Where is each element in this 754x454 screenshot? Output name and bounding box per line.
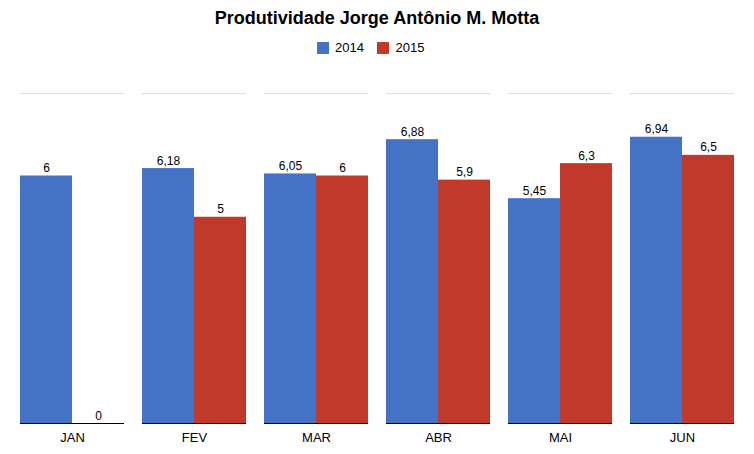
svg-text:6,18: 6,18 xyxy=(157,153,181,167)
svg-text:6,3: 6,3 xyxy=(578,148,595,162)
svg-text:5: 5 xyxy=(217,202,224,216)
svg-text:6: 6 xyxy=(339,161,346,175)
svg-text:0: 0 xyxy=(95,408,102,422)
html-text:Produtividade Jorge Antônio M.: Produtividade Jorge Antônio M. Motta xyxy=(214,8,540,28)
html-text:2014: 2014 xyxy=(335,40,364,55)
svg-text:6,88: 6,88 xyxy=(401,124,425,138)
svg-text:6,94: 6,94 xyxy=(645,122,669,136)
svg-text:MAR: MAR xyxy=(302,429,331,444)
svg-text:6,05: 6,05 xyxy=(279,158,303,172)
svg-text:6: 6 xyxy=(43,161,50,175)
svg-text:ABR: ABR xyxy=(425,429,452,444)
svg-text:6,5: 6,5 xyxy=(700,140,717,154)
svg-text:JAN: JAN xyxy=(60,429,85,444)
svg-text:5,9: 5,9 xyxy=(456,165,473,179)
svg-text:JUN: JUN xyxy=(670,429,695,444)
html-text:2015: 2015 xyxy=(395,40,425,55)
svg-text:MAI: MAI xyxy=(549,429,572,444)
svg-text:FEV: FEV xyxy=(182,429,208,444)
svg-text:5,45: 5,45 xyxy=(523,183,547,197)
